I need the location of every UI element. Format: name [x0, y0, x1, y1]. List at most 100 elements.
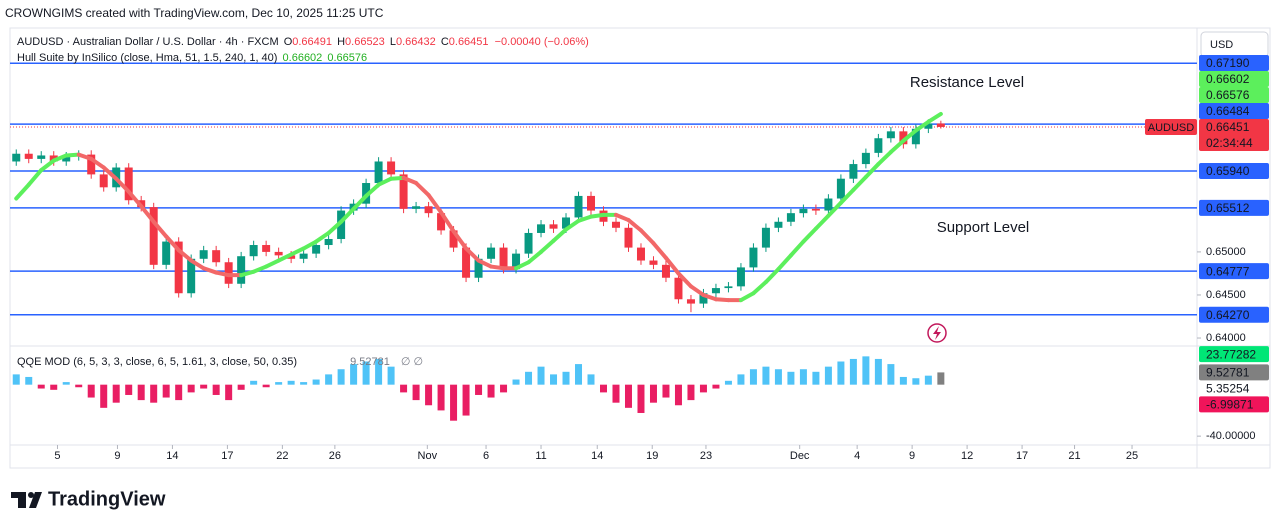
symbol-label: AUDUSD — [1148, 122, 1195, 134]
hull-segment — [539, 238, 556, 254]
qqe-bar — [699, 384, 707, 393]
qqe-bar — [525, 371, 533, 385]
hull-segment — [576, 214, 594, 223]
candle-body — [499, 247, 508, 270]
hull-segment — [389, 175, 406, 181]
hull-segment — [51, 153, 69, 163]
candle-body — [761, 227, 770, 248]
hull-segment — [239, 269, 256, 278]
qqe-bar — [62, 382, 70, 385]
indicator-label: 5.35254 — [1206, 382, 1250, 396]
qqe-bar — [887, 364, 895, 385]
hull-segment — [76, 152, 94, 161]
qqe-bar — [462, 384, 470, 416]
candle-body — [474, 258, 483, 278]
candle-body — [686, 299, 695, 304]
qqe-bar — [387, 366, 395, 385]
ohlc-value: 0.66432 — [396, 36, 436, 48]
candle-body — [337, 210, 346, 239]
qqe-bar — [100, 384, 108, 408]
price-label-box — [1199, 70, 1269, 87]
candle-body — [149, 207, 158, 265]
hull-legend: Hull Suite by InSilico (close, Hma, 51, … — [17, 52, 367, 64]
candle-body — [187, 258, 196, 294]
candle-body — [99, 174, 108, 188]
currency-label[interactable]: USD — [1210, 39, 1233, 51]
attribution: CROWNGIMS created with TradingView.com, … — [5, 6, 384, 20]
qqe-bar — [787, 371, 795, 385]
hull-segment — [888, 138, 906, 155]
qqe-bar — [687, 384, 695, 401]
qqe-bar — [712, 384, 720, 389]
candle-body — [774, 221, 783, 228]
hull-segment — [301, 239, 319, 251]
candle-body — [736, 267, 745, 287]
indicator-label: -6.99871 — [1206, 398, 1254, 412]
hull-segment — [713, 297, 731, 303]
hull-segment — [776, 253, 793, 272]
qqe-bar — [500, 384, 508, 393]
candle-body — [424, 206, 433, 214]
hull-segment — [514, 260, 531, 271]
x-tick-label: 17 — [1016, 450, 1028, 462]
x-tick-label: 26 — [329, 450, 341, 462]
candle-body — [699, 293, 708, 304]
candle-body — [936, 123, 945, 127]
qqe-bar — [350, 364, 358, 385]
price-label-box — [1199, 162, 1269, 179]
qqe-bar — [562, 371, 570, 385]
candle-body — [399, 174, 408, 209]
qqe-value: 9.52781 — [350, 356, 390, 368]
qqe-bar — [937, 372, 945, 385]
hull-band: 0.66576 — [327, 52, 367, 64]
candle-body — [587, 195, 596, 211]
qqe-bar — [200, 384, 208, 389]
qqe-bar — [237, 384, 245, 390]
qqe-bar — [662, 384, 670, 398]
qqe-bar — [487, 384, 495, 398]
candle-body — [174, 241, 183, 294]
candle-body — [37, 155, 46, 159]
hull-segment — [139, 204, 156, 224]
candle-body — [312, 245, 321, 254]
qqe-bar — [325, 374, 333, 385]
hull-segment — [638, 228, 656, 246]
candle-body — [861, 152, 870, 165]
hull-segment — [913, 119, 931, 133]
candle-body — [849, 164, 858, 179]
qqe-bar — [575, 364, 583, 385]
qqe-bar — [375, 358, 383, 385]
hull-segment — [251, 264, 269, 274]
candle-body — [886, 131, 895, 139]
hull-value: 0.66602 — [283, 52, 323, 64]
price-label: 0.65512 — [1206, 201, 1250, 215]
candle-body — [287, 255, 296, 259]
candle-body — [524, 232, 533, 254]
qqe-bar — [649, 384, 657, 403]
qqe-bar — [112, 384, 120, 403]
candle-body — [836, 178, 845, 199]
price-label-box — [1199, 54, 1269, 71]
alert-icon[interactable] — [927, 323, 947, 343]
qqe-bar — [75, 384, 83, 388]
hull-segment — [189, 258, 206, 271]
x-tick-label: 23 — [700, 450, 712, 462]
qqe-bar — [450, 384, 458, 421]
qqe-bar — [150, 384, 158, 403]
candle-body — [811, 208, 820, 211]
candle-body — [711, 288, 720, 294]
hull-segment — [64, 152, 81, 158]
qqe-bar — [25, 376, 33, 385]
hull-segment — [564, 218, 581, 232]
hull-segment — [426, 193, 444, 215]
candle-body — [387, 161, 396, 175]
x-tick-label: 12 — [961, 450, 973, 462]
hull-segment — [401, 175, 419, 186]
symbol-line: AUDUSD · Australian Dollar / U.S. Dollar… — [17, 36, 279, 48]
qqe-bar — [212, 384, 220, 395]
hull-segment — [214, 270, 231, 278]
qqe-bar — [912, 378, 920, 385]
indicator-label: 9.52781 — [1206, 366, 1250, 380]
hull-segment — [613, 212, 631, 223]
